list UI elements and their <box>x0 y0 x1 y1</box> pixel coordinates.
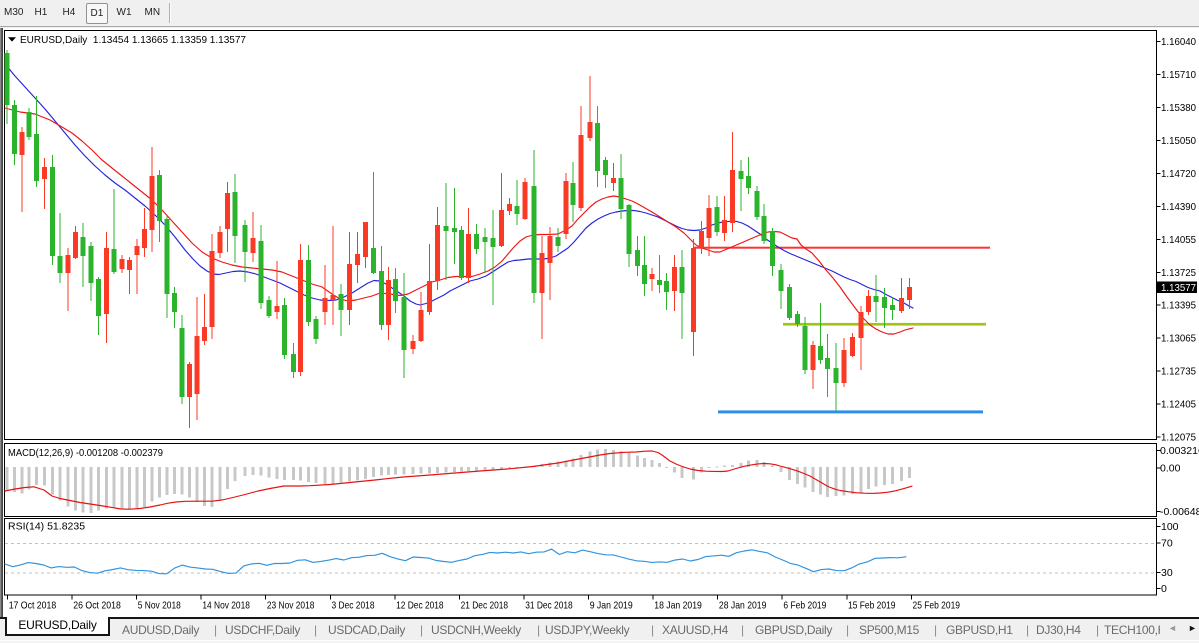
svg-text:6 Feb 2019: 6 Feb 2019 <box>783 600 826 612</box>
svg-text:1.14055: 1.14055 <box>1161 234 1196 246</box>
svg-text:1.15050: 1.15050 <box>1161 135 1196 147</box>
svg-text:9 Jan 2019: 9 Jan 2019 <box>590 600 633 612</box>
svg-text:15 Feb 2019: 15 Feb 2019 <box>848 600 896 612</box>
svg-text:0.00: 0.00 <box>1160 463 1181 475</box>
svg-text:1.12405: 1.12405 <box>1161 399 1196 411</box>
svg-text:30: 30 <box>1161 567 1173 579</box>
svg-text:1.13065: 1.13065 <box>1161 333 1196 345</box>
svg-text:18 Jan 2019: 18 Jan 2019 <box>654 600 702 612</box>
svg-text:1.12075: 1.12075 <box>1161 432 1196 444</box>
svg-text:100: 100 <box>1161 521 1179 533</box>
svg-text:26 Oct 2018: 26 Oct 2018 <box>73 600 121 612</box>
svg-text:1.13577: 1.13577 <box>1161 282 1196 294</box>
svg-text:21 Dec 2018: 21 Dec 2018 <box>461 600 509 612</box>
svg-text:1.13725: 1.13725 <box>1161 267 1196 279</box>
svg-text:31 Dec 2018: 31 Dec 2018 <box>525 600 573 612</box>
svg-text:-0.006485: -0.006485 <box>1160 506 1199 518</box>
svg-text:28 Jan 2019: 28 Jan 2019 <box>719 600 767 612</box>
svg-text:25 Feb 2019: 25 Feb 2019 <box>913 600 961 612</box>
svg-text:1.13395: 1.13395 <box>1161 300 1196 312</box>
svg-text:1.12735: 1.12735 <box>1161 366 1196 378</box>
svg-text:1.15710: 1.15710 <box>1161 69 1196 81</box>
svg-text:23 Nov 2018: 23 Nov 2018 <box>267 600 315 612</box>
svg-text:14 Nov 2018: 14 Nov 2018 <box>202 600 250 612</box>
svg-text:3 Dec 2018: 3 Dec 2018 <box>332 600 375 612</box>
svg-text:EURUSD,Daily 1.13454 1.13665: EURUSD,Daily 1.13454 1.13665 1.13359 1.1… <box>20 34 246 46</box>
svg-text:1.16040: 1.16040 <box>1161 36 1196 48</box>
svg-text:70: 70 <box>1161 538 1173 550</box>
svg-text:0: 0 <box>1161 583 1167 595</box>
svg-text:0.003216: 0.003216 <box>1160 445 1199 457</box>
svg-text:RSI(14) 51.8235: RSI(14) 51.8235 <box>8 521 85 533</box>
svg-text:1.14390: 1.14390 <box>1161 201 1196 213</box>
svg-text:5 Nov 2018: 5 Nov 2018 <box>138 600 181 612</box>
svg-text:MACD(12,26,9) -0.001208 -0.002: MACD(12,26,9) -0.001208 -0.002379 <box>8 447 163 459</box>
svg-text:17 Oct 2018: 17 Oct 2018 <box>9 600 57 612</box>
svg-text:1.14720: 1.14720 <box>1161 168 1196 180</box>
svg-text:1.15380: 1.15380 <box>1161 102 1196 114</box>
svg-text:12 Dec 2018: 12 Dec 2018 <box>396 600 444 612</box>
